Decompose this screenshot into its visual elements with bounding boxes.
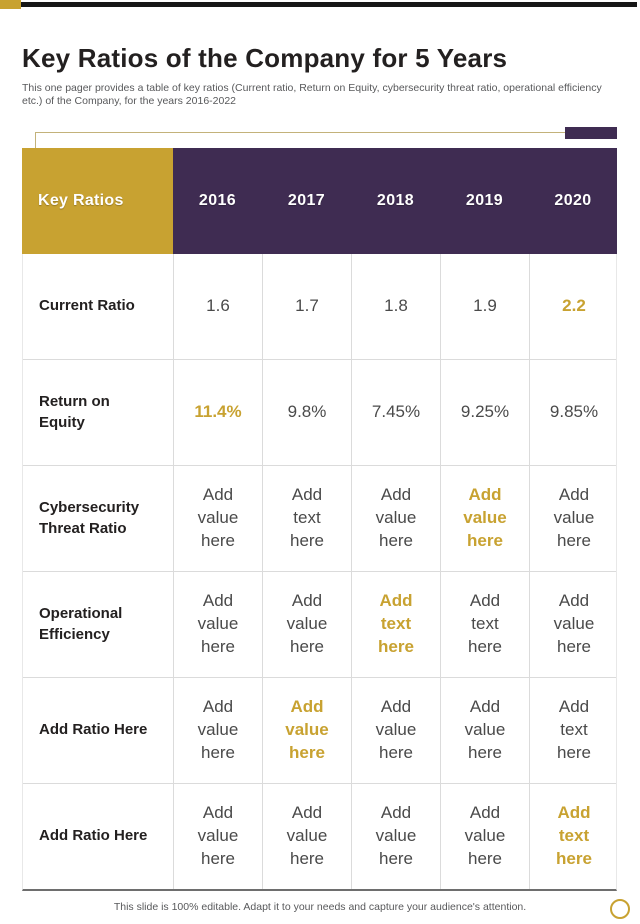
row-label: Cybersecurity Threat Ratio [23,466,174,571]
table-cell: 1.8 [352,254,441,359]
row-label: Operational Efficiency [23,572,174,677]
decorative-line-vertical [35,132,36,148]
key-ratios-table: Key Ratios 2016 2017 2018 2019 2020 Curr… [22,148,617,891]
table-cell: Add text here [441,572,530,677]
gold-accent-bar [0,0,21,9]
table-cell: 11.4% [174,360,263,465]
table-cell: Add value here [441,678,530,783]
table-cell: Add value here [174,466,263,571]
year-header-2019: 2019 [440,148,529,254]
table-cell: Add text here [556,803,592,868]
year-header-2018: 2018 [351,148,440,254]
table-row-add-ratio-1: Add Ratio Here Add value here Add value … [23,678,616,784]
table-cell: 1.9 [441,254,530,359]
table-cell: Add value here [263,678,352,783]
table-cell: 9.8% [263,360,352,465]
footer-note: This slide is 100% editable. Adapt it to… [113,901,527,913]
table-body: Current Ratio 1.6 1.7 1.8 1.9 2.2 Return… [22,254,617,891]
table-cell: 9.25% [441,360,530,465]
row-label: Current Ratio [23,254,174,359]
table-cell: Add value here [553,485,595,550]
table-cell: Add value here [174,784,263,889]
table-cell: Add value here [174,678,263,783]
decorative-purple-tab [565,127,617,139]
year-header-2016: 2016 [173,148,262,254]
table-cell: Add value here [352,466,441,571]
top-divider-bar [21,2,637,7]
year-header-2017: 2017 [262,148,351,254]
page-subtitle: This one pager provides a table of key r… [22,81,602,108]
table-row-return-on-equity: Return on Equity 11.4% 9.8% 7.45% 9.25% … [23,360,616,466]
table-cell: Add text here [352,572,441,677]
table-cell: 9.85% [549,402,599,422]
table-cell: Add value here [352,784,441,889]
year-header-2020: 2020 [529,148,617,254]
table-cell: 1.6 [174,254,263,359]
table-row-current-ratio: Current Ratio 1.6 1.7 1.8 1.9 2.2 [23,254,616,360]
decorative-line-horizontal [35,132,565,133]
table-cell: Add value here [174,572,263,677]
table-cell: 2.2 [562,296,586,316]
row-label: Add Ratio Here [23,678,174,783]
table-corner-header: Key Ratios [22,148,173,254]
table-cell: Add value here [352,678,441,783]
table-cell: Add value here [263,572,352,677]
table-cell: Add text here [263,466,352,571]
table-cell: 1.7 [263,254,352,359]
circle-icon [610,899,630,919]
table-cell: Add value here [553,591,595,656]
table-cell: Add value here [263,784,352,889]
table-cell: Add value here [441,466,530,571]
table-header-row: Key Ratios 2016 2017 2018 2019 2020 [22,148,617,254]
table-cell: 7.45% [352,360,441,465]
row-label: Return on Equity [23,360,174,465]
table-row-operational-efficiency: Operational Efficiency Add value here Ad… [23,572,616,678]
table-row-cybersecurity-threat-ratio: Cybersecurity Threat Ratio Add value her… [23,466,616,572]
table-cell: Add value here [441,784,530,889]
row-label: Add Ratio Here [23,784,174,889]
table-row-add-ratio-2: Add Ratio Here Add value here Add value … [23,784,616,889]
page-title: Key Ratios of the Company for 5 Years [22,43,508,74]
table-cell: Add text here [556,697,592,762]
